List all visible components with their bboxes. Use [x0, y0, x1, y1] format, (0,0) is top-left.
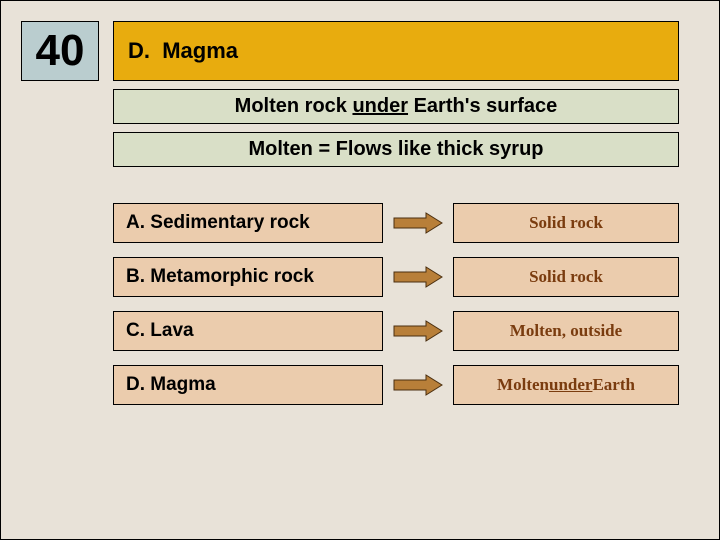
option-label-box: C. Lava [113, 311, 383, 351]
option-description-box: Solid rock [453, 257, 679, 297]
header-row: 40 D. Magma [21, 21, 719, 81]
correct-text: Magma [162, 38, 238, 64]
arrow-icon [383, 311, 453, 351]
note-text: Molten = Flows like thick syrup [248, 138, 543, 160]
option-label-box: D. Magma [113, 365, 383, 405]
desc-underlined: under [549, 375, 592, 395]
arrow-icon [383, 365, 453, 405]
option-description-box: Solid rock [453, 203, 679, 243]
options-list: A. Sedimentary rockSolid rockB. Metamorp… [113, 203, 679, 405]
option-description-box: Molten, outside [453, 311, 679, 351]
option-row: C. Lava Molten, outside [113, 311, 679, 351]
arrow-icon [383, 257, 453, 297]
option-label-box: B. Metamorphic rock [113, 257, 383, 297]
correct-letter: D. [128, 38, 150, 64]
arrow-icon [383, 203, 453, 243]
note-box: Molten = Flows like thick syrup [113, 132, 679, 167]
option-label-box: A. Sedimentary rock [113, 203, 383, 243]
definition-pre: Molten rock [235, 95, 353, 117]
definition-box: Molten rock under Earth's surface [113, 89, 679, 124]
option-row: A. Sedimentary rock Solid rock [113, 203, 679, 243]
desc-post: Earth [592, 375, 635, 395]
option-description-box: Molten under Earth [453, 365, 679, 405]
question-number-box: 40 [21, 21, 99, 81]
option-row: D. Magma Molten under Earth [113, 365, 679, 405]
desc-pre: Molten [497, 375, 549, 395]
definition-post: Earth's surface [408, 95, 557, 117]
option-row: B. Metamorphic rock Solid rock [113, 257, 679, 297]
correct-answer-box: D. Magma [113, 21, 679, 81]
definition-underlined: under [352, 95, 408, 117]
spacer [150, 38, 162, 64]
